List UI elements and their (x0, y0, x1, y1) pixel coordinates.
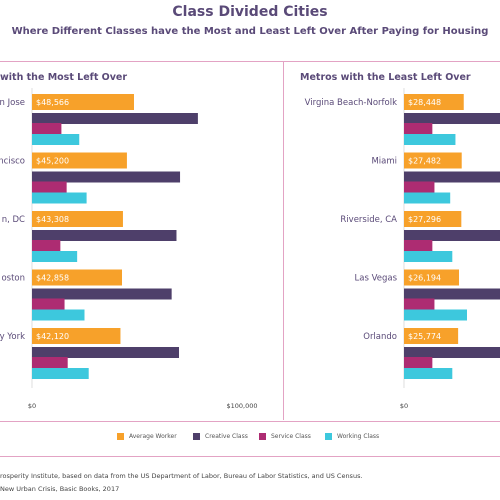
bar-creative-class (404, 171, 500, 183)
panel-divider (283, 62, 284, 420)
bar-average-worker (32, 94, 134, 110)
data-label: $28,448 (408, 98, 441, 107)
bar-average-worker (32, 328, 121, 344)
bar-service-class (404, 240, 433, 251)
category-label: Orlando (363, 332, 397, 342)
data-label: $27,482 (408, 157, 441, 166)
bar-creative-class (32, 113, 198, 124)
data-label: $42,120 (36, 332, 69, 341)
bar-average-worker (32, 152, 127, 169)
bar-average-worker (404, 328, 459, 344)
bar-service-class (404, 181, 435, 193)
category-label: Las Vegas (355, 274, 398, 284)
legend-item-working-class: Working Class (325, 433, 379, 440)
footer-divider (0, 456, 500, 457)
bar-service-class (404, 357, 433, 368)
bar-working-class (404, 192, 451, 204)
bar-working-class (404, 368, 453, 379)
legend-label-creative-class: Creative Class (205, 433, 248, 440)
category-label: Riverside, CA (340, 215, 397, 225)
axis-tick-label: $100,000 (226, 402, 257, 410)
source-note: rosperity Institute, based on data from … (0, 472, 363, 480)
bar-service-class (32, 181, 67, 193)
bar-working-class (404, 134, 456, 145)
data-label: $43,308 (36, 215, 69, 224)
bar-average-worker (404, 152, 462, 169)
bar-service-class (32, 240, 61, 251)
data-label: $48,566 (36, 98, 69, 107)
legend-swatch-working-class (325, 433, 332, 440)
chart-title: Class Divided Cities (172, 4, 328, 20)
bar-creative-class (404, 230, 500, 241)
category-label: Virgina Beach-Norfolk (305, 98, 397, 108)
bar-creative-class (32, 171, 181, 183)
category-label: y York (0, 332, 25, 342)
axis-tick-label: $0 (28, 402, 36, 410)
bar-working-class (32, 251, 78, 262)
legend-swatch-creative-class (193, 433, 200, 440)
bar-creative-class (404, 113, 500, 124)
category-label: n, DC (2, 215, 25, 225)
bar-creative-class (32, 288, 172, 300)
chart-subtitle: Where Different Classes have the Most an… (11, 26, 489, 37)
bar-average-worker (32, 269, 123, 286)
bar-service-class (32, 357, 68, 368)
top-divider (0, 61, 500, 62)
bar-working-class (32, 368, 89, 379)
data-label: $27,296 (408, 215, 441, 224)
chart-panel-1: Virgina Beach-Norfolk $28,448 Miami $27,482… (305, 88, 500, 410)
legend-label-average-worker: Average Worker (129, 433, 177, 440)
legend-item-average-worker: Average Worker (117, 433, 177, 440)
axis-tick-label: $0 (400, 402, 408, 410)
category-label: oston (1, 274, 25, 284)
bottom-divider (0, 421, 500, 422)
category-label: n Jose (0, 98, 25, 108)
legend-label-working-class: Working Class (337, 433, 380, 440)
bar-working-class (32, 134, 80, 145)
bar-average-worker (404, 269, 460, 286)
bar-average-worker (404, 94, 464, 110)
legend-item-service-class: Service Class (259, 433, 311, 440)
data-label: $26,194 (408, 274, 441, 283)
right-panel-title: Metros with the Least Left Over (300, 72, 471, 83)
bar-service-class (404, 123, 433, 134)
legend-swatch-service-class (259, 433, 266, 440)
bar-service-class (32, 298, 65, 310)
left-panel-title: with the Most Left Over (0, 72, 128, 83)
bar-creative-class (32, 230, 177, 241)
bar-service-class (32, 123, 62, 134)
legend: Average Worker Creative Class Service Cl… (0, 433, 500, 447)
bar-service-class (404, 298, 435, 310)
bar-working-class (32, 192, 87, 204)
bar-working-class (32, 309, 85, 321)
legend-item-creative-class: Creative Class (193, 433, 248, 440)
category-label: Miami (371, 157, 397, 167)
bar-average-worker (32, 211, 123, 227)
data-label: $45,200 (36, 157, 69, 166)
chart-panel-0: n Jose $48,566 ncisco $45,200 n, DC $43,308 os… (0, 88, 258, 410)
bar-creative-class (404, 347, 500, 358)
legend-label-service-class: Service Class (271, 433, 311, 440)
bar-creative-class (404, 288, 500, 300)
bar-working-class (404, 309, 467, 321)
bar-creative-class (32, 347, 179, 358)
data-label: $42,858 (36, 274, 69, 283)
category-label: ncisco (0, 157, 25, 167)
legend-swatch-average-worker (117, 433, 124, 440)
bar-average-worker (404, 211, 462, 227)
data-label: $25,774 (408, 332, 441, 341)
source-note-2: New Urban Crisis, Basic Books, 2017 (0, 485, 120, 493)
bar-working-class (404, 251, 453, 262)
